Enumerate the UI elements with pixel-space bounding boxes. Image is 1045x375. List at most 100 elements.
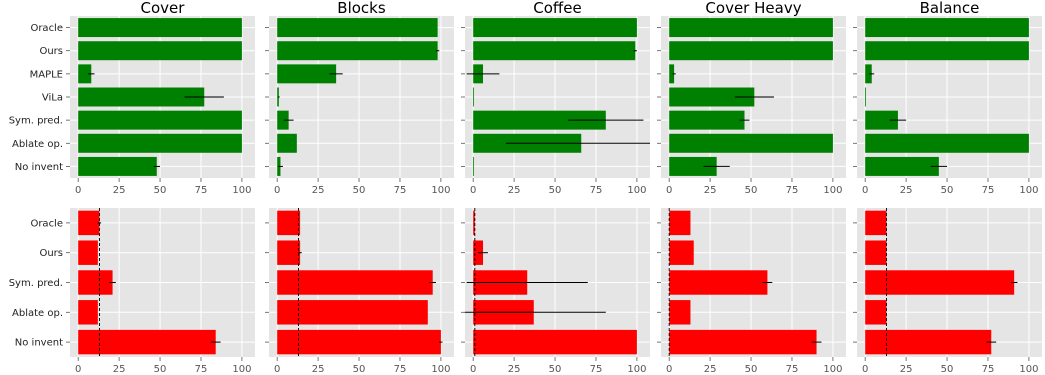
x-tick-label: 50 xyxy=(154,364,167,375)
x-tick-label: 50 xyxy=(941,364,954,375)
x-tick-label: 25 xyxy=(900,364,913,375)
x-tick-label: 0 xyxy=(470,364,476,375)
bar-sym-pred- xyxy=(78,270,113,295)
bar-vila xyxy=(865,87,866,107)
bar-oracle xyxy=(78,210,100,236)
bar-ours xyxy=(473,41,636,61)
y-tick-label: No invent xyxy=(15,162,63,173)
subplot-0-1: 0 25 50 75 100 Blocks xyxy=(265,0,454,196)
x-tick-label: 25 xyxy=(312,364,325,375)
x-tick-label: 75 xyxy=(394,185,407,196)
x-tick-label: 50 xyxy=(941,185,954,196)
bar-ours xyxy=(277,240,301,265)
subplot-0-3: 0 25 50 75 100 Cover Heavy xyxy=(657,0,846,196)
bar-ablate-op- xyxy=(865,300,887,325)
subplot-0-2: 0 25 50 75 100 Coffee xyxy=(461,0,650,196)
subplot-1-2: 0 25 50 75 100 xyxy=(461,208,650,375)
bar-no-invent xyxy=(473,329,637,355)
subplot-0-0: 0 25 50 75 100 Oracle Ours MAPLE ViLa Sym. pred. A… xyxy=(9,0,255,196)
bar-vila xyxy=(78,87,205,107)
x-tick-label: 50 xyxy=(353,364,366,375)
subplot-1-0: 0 25 50 75 100 Oracle Ours Sym. pred. Ablate op.… xyxy=(9,208,255,375)
subplot-title: Balance xyxy=(920,0,980,17)
bar-sym-pred- xyxy=(277,110,289,130)
x-tick-label: 75 xyxy=(982,185,995,196)
bar-ours xyxy=(669,41,833,61)
y-tick-label: Ablate op. xyxy=(12,308,63,319)
bar-oracle xyxy=(473,210,475,236)
bar-oracle xyxy=(277,18,438,38)
x-tick-label: 0 xyxy=(75,364,81,375)
bar-oracle xyxy=(865,18,1029,38)
x-tick-label: 100 xyxy=(627,364,646,375)
bar-ablate-op- xyxy=(78,133,242,153)
bar-oracle xyxy=(277,210,301,236)
x-tick-label: 0 xyxy=(274,185,280,196)
bar-ours xyxy=(865,41,1029,61)
subplot-1-4: 0 25 50 75 100 xyxy=(853,208,1042,375)
bar-vila xyxy=(669,87,755,107)
bar-maple xyxy=(669,64,675,84)
x-tick-label: 25 xyxy=(312,185,325,196)
bar-sym-pred- xyxy=(669,270,768,295)
bar-vila xyxy=(473,87,475,107)
x-tick-label: 100 xyxy=(1019,185,1038,196)
subplot-0-4: 0 25 50 75 100 Balance xyxy=(853,0,1042,196)
bar-oracle xyxy=(669,18,833,38)
x-tick-label: 75 xyxy=(195,364,208,375)
x-tick-label: 25 xyxy=(704,185,717,196)
x-tick-label: 100 xyxy=(232,185,251,196)
bar-oracle xyxy=(78,18,242,38)
bar-no-invent xyxy=(473,156,474,176)
bar-sym-pred- xyxy=(865,110,898,130)
bar-sym-pred- xyxy=(669,110,745,130)
bar-no-invent xyxy=(669,156,717,176)
x-tick-label: 25 xyxy=(113,185,126,196)
y-tick-label: ViLa xyxy=(42,93,63,104)
x-tick-label: 0 xyxy=(274,364,280,375)
bar-ours xyxy=(277,41,438,61)
subplot-title: Blocks xyxy=(337,0,386,17)
x-tick-label: 50 xyxy=(549,364,562,375)
bar-ours xyxy=(78,240,98,265)
bar-maple xyxy=(78,64,92,84)
bar-ours xyxy=(865,240,887,265)
x-tick-label: 75 xyxy=(786,364,799,375)
x-tick-label: 75 xyxy=(982,364,995,375)
bar-maple xyxy=(865,64,872,84)
x-tick-label: 75 xyxy=(394,364,407,375)
bar-ours xyxy=(78,41,242,61)
y-tick-label: Sym. pred. xyxy=(9,278,63,289)
bar-ablate-op- xyxy=(78,300,98,325)
y-tick-label: Sym. pred. xyxy=(9,116,63,127)
subplot-title: Cover xyxy=(141,0,186,17)
bar-maple xyxy=(277,64,337,84)
x-tick-label: 50 xyxy=(154,185,167,196)
y-tick-label: Ours xyxy=(39,46,63,57)
x-tick-label: 25 xyxy=(113,364,126,375)
bar-no-invent xyxy=(669,329,817,355)
x-tick-label: 100 xyxy=(823,364,842,375)
bar-no-invent xyxy=(78,329,216,355)
x-tick-label: 75 xyxy=(195,185,208,196)
subplot-title: Cover Heavy xyxy=(705,0,801,17)
bar-sym-pred- xyxy=(277,270,433,295)
x-tick-label: 75 xyxy=(590,364,603,375)
bar-ablate-op- xyxy=(865,133,1029,153)
subplot-1-1: 0 25 50 75 100 xyxy=(265,208,454,375)
x-tick-label: 100 xyxy=(431,185,450,196)
bar-no-invent xyxy=(865,329,992,355)
bar-sym-pred- xyxy=(473,110,606,130)
x-tick-label: 50 xyxy=(745,364,758,375)
x-tick-label: 75 xyxy=(590,185,603,196)
x-tick-label: 0 xyxy=(666,185,672,196)
bar-sym-pred- xyxy=(78,110,242,130)
bar-ablate-op- xyxy=(669,133,833,153)
x-tick-label: 100 xyxy=(232,364,251,375)
x-tick-label: 0 xyxy=(75,185,81,196)
x-tick-label: 50 xyxy=(549,185,562,196)
x-tick-label: 0 xyxy=(862,185,868,196)
x-tick-label: 100 xyxy=(1019,364,1038,375)
x-tick-label: 25 xyxy=(704,364,717,375)
